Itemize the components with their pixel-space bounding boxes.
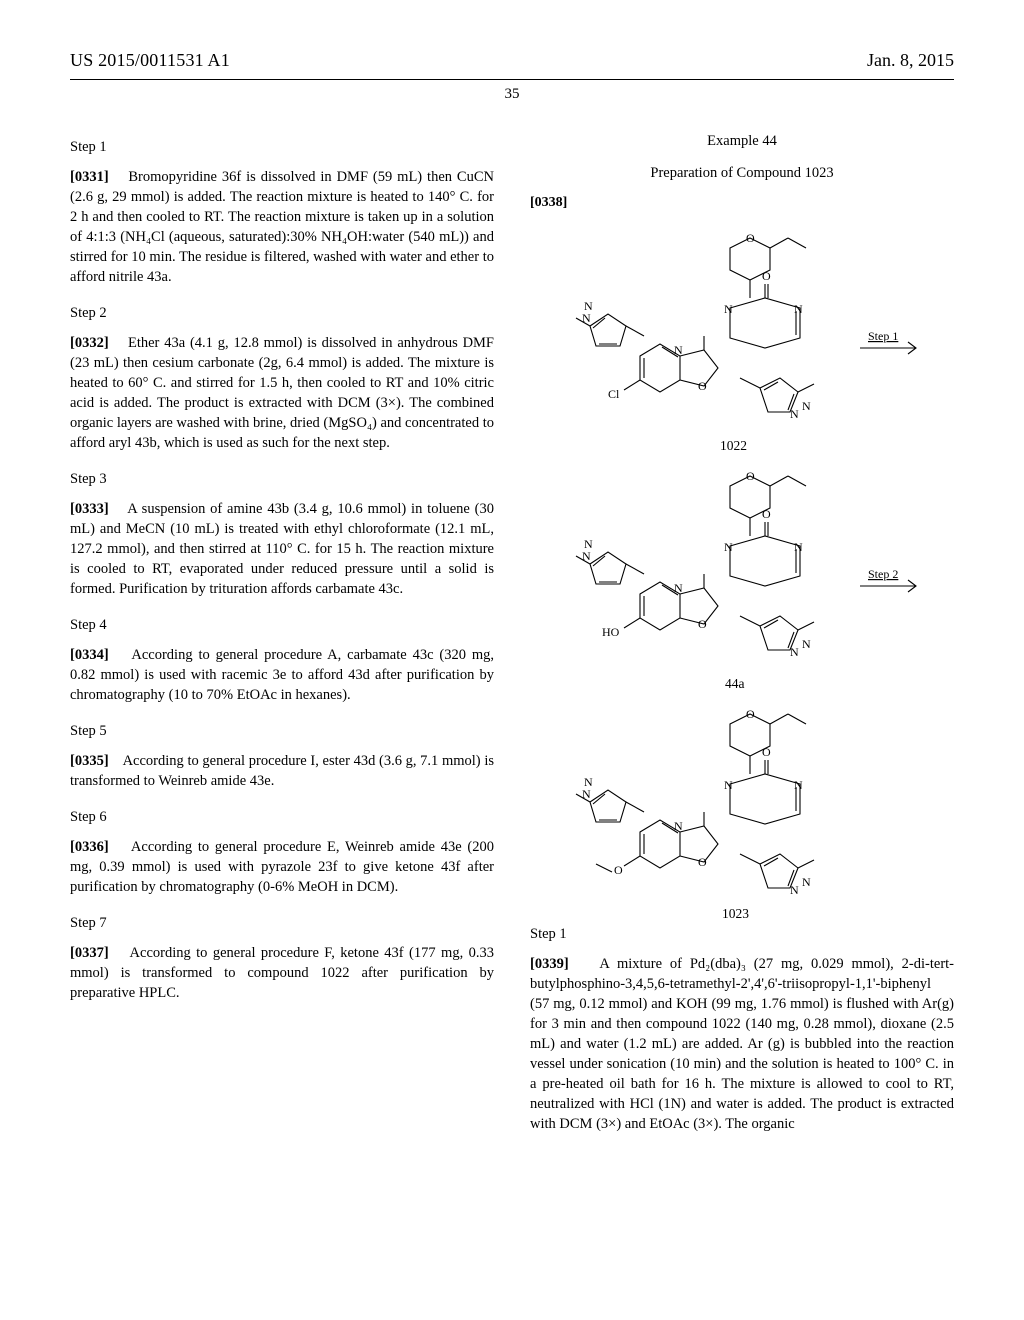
example-heading: Example 44 — [530, 131, 954, 151]
scheme-ref: [0338] — [530, 193, 954, 212]
para-num: [0332] — [70, 335, 109, 351]
step5-heading: Step 5 — [70, 721, 494, 741]
svg-text:O: O — [614, 863, 623, 877]
svg-text:N: N — [794, 540, 803, 554]
para-0335: [0335] According to general procedure I,… — [70, 751, 494, 791]
svg-text:O: O — [746, 707, 755, 721]
para-0332: [0332] Ether 43a (4.1 g, 12.8 mmol) is d… — [70, 333, 494, 453]
svg-text:O: O — [746, 231, 755, 245]
svg-text:N: N — [724, 540, 733, 554]
svg-text:N: N — [794, 302, 803, 316]
svg-text:N: N — [790, 407, 799, 421]
para-text: According to general procedure E, Weinre… — [70, 839, 494, 895]
left-column: Step 1 [0331] Bromopyridine 36f is disso… — [70, 131, 494, 1150]
svg-text:N: N — [584, 299, 593, 313]
para-num: [0331] — [70, 169, 109, 185]
example-subtitle: Preparation of Compound 1023 — [530, 163, 954, 183]
para-0334: [0334] According to general procedure A,… — [70, 645, 494, 705]
doc-number: US 2015/0011531 A1 — [70, 48, 230, 73]
para-0339: [0339] A mixture of Pd₂(dba)₃ (27 mg, 0.… — [530, 954, 954, 1134]
para-text: According to general procedure A, carbam… — [70, 647, 494, 703]
step6-heading: Step 6 — [70, 807, 494, 827]
para-num: [0337] — [70, 945, 109, 961]
svg-text:HO: HO — [602, 625, 620, 639]
arrow-step2-label: Step 2 — [868, 567, 898, 581]
svg-text:N: N — [790, 645, 799, 659]
svg-text:O: O — [698, 379, 707, 393]
arrow-step1-label: Step 1 — [868, 329, 898, 343]
step2-heading: Step 2 — [70, 303, 494, 323]
para-0337: [0337] According to general procedure F,… — [70, 943, 494, 1003]
svg-text:N: N — [724, 302, 733, 316]
svg-text:N: N — [582, 311, 591, 325]
page-header: US 2015/0011531 A1 Jan. 8, 2015 — [70, 48, 954, 73]
svg-text:Cl: Cl — [608, 387, 620, 401]
scheme-label-1022: 1022 — [720, 438, 747, 453]
para-text: A mixture of Pd₂(dba)₃ (27 mg, 0.029 mmo… — [530, 956, 954, 1132]
right-step1-heading: Step 1 — [530, 924, 954, 944]
para-text: Bromopyridine 36f is dissolved in DMF (5… — [70, 169, 494, 285]
reaction-scheme: O N N O — [530, 218, 954, 918]
para-text: According to general procedure F, ketone… — [70, 945, 494, 1001]
header-rule — [70, 79, 954, 80]
scheme-svg: O N N O — [530, 218, 950, 918]
svg-text:N: N — [584, 775, 593, 789]
step7-heading: Step 7 — [70, 913, 494, 933]
svg-text:O: O — [698, 617, 707, 631]
svg-text:N: N — [794, 778, 803, 792]
para-0336: [0336] According to general procedure E,… — [70, 837, 494, 897]
svg-text:N: N — [790, 883, 799, 897]
step3-heading: Step 3 — [70, 469, 494, 489]
para-num: [0339] — [530, 956, 569, 972]
scheme-label-1023: 1023 — [722, 906, 749, 918]
svg-text:O: O — [762, 745, 771, 759]
two-column-layout: Step 1 [0331] Bromopyridine 36f is disso… — [70, 131, 954, 1150]
svg-text:N: N — [724, 778, 733, 792]
svg-text:N: N — [802, 875, 811, 889]
svg-text:N: N — [674, 581, 683, 595]
svg-text:O: O — [746, 469, 755, 483]
para-0331: [0331] Bromopyridine 36f is dissolved in… — [70, 167, 494, 287]
para-num: [0334] — [70, 647, 109, 663]
svg-text:O: O — [762, 507, 771, 521]
svg-text:N: N — [802, 399, 811, 413]
svg-text:N: N — [674, 343, 683, 357]
step4-heading: Step 4 — [70, 615, 494, 635]
page-number: 35 — [70, 84, 954, 105]
right-column: Example 44 Preparation of Compound 1023 … — [530, 131, 954, 1150]
svg-text:N: N — [584, 537, 593, 551]
svg-text:N: N — [674, 819, 683, 833]
para-num: [0336] — [70, 839, 109, 855]
scheme-label-44a: 44a — [725, 676, 745, 691]
para-text: A suspension of amine 43b (3.4 g, 10.6 m… — [70, 501, 494, 597]
svg-text:N: N — [802, 637, 811, 651]
svg-text:N: N — [582, 549, 591, 563]
svg-text:O: O — [698, 855, 707, 869]
para-0333: [0333] A suspension of amine 43b (3.4 g,… — [70, 499, 494, 599]
doc-date: Jan. 8, 2015 — [867, 48, 954, 73]
para-text: According to general procedure I, ester … — [70, 753, 494, 789]
svg-text:O: O — [762, 269, 771, 283]
para-text: Ether 43a (4.1 g, 12.8 mmol) is dissolve… — [70, 335, 494, 451]
step1-heading: Step 1 — [70, 137, 494, 157]
para-num: [0335] — [70, 753, 109, 769]
svg-text:N: N — [582, 787, 591, 801]
para-num: [0333] — [70, 501, 109, 517]
